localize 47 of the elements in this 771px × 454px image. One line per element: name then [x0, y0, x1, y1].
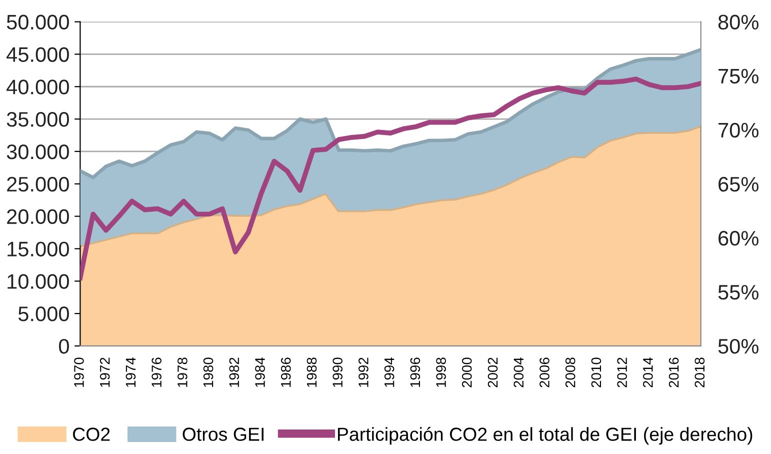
y-tick-label: 20.000 — [7, 209, 69, 224]
x-tick-label: 1976 — [152, 358, 162, 387]
x-tick-label: 1972 — [100, 358, 110, 387]
x-tick-label: 2014 — [643, 357, 653, 388]
line-series — [80, 76, 701, 280]
y2-tick-label: 65% — [718, 176, 758, 192]
x-tick-label: 1988 — [306, 358, 317, 387]
x-tick-label: 2000 — [462, 358, 472, 388]
x-tick-label: 1984 — [255, 357, 265, 387]
x-tick-label: 1970 — [74, 358, 84, 387]
y2-tick-label: 70% — [718, 122, 758, 138]
y-tick-label: 15.000 — [8, 242, 69, 256]
y2-tick-label: 80% — [718, 14, 758, 30]
x-tick-label: 1982 — [229, 358, 240, 387]
x-tick-label: 1996 — [410, 358, 420, 387]
x-tick-label: 1994 — [384, 357, 394, 387]
y-tick-label: 10.000 — [8, 274, 69, 289]
y-tick-label: 40.000 — [6, 80, 69, 94]
x-tick-label: 2010 — [591, 358, 602, 388]
x-tick-label: 2016 — [668, 358, 679, 388]
x-tick-label: 1986 — [280, 358, 291, 387]
y-tick-label: 30.000 — [6, 144, 69, 160]
x-tick-label: 2002 — [488, 358, 498, 388]
y2-tick-label: 60% — [718, 230, 758, 246]
y-tick-label: 25.000 — [7, 176, 69, 192]
x-tick-label: 1980 — [203, 358, 214, 387]
x-tick-label: 2012 — [617, 358, 627, 388]
y2-tick-label: 75% — [718, 68, 758, 84]
y-tick-label: 45.000 — [6, 47, 69, 62]
x-tick-label: 1998 — [436, 358, 446, 387]
y2-tick-label: 55% — [718, 285, 758, 300]
x-tick-label: 1978 — [178, 358, 188, 387]
x-tick-label: 1990 — [332, 358, 343, 387]
legend-label: Otros GEI — [182, 428, 264, 441]
y-tick-label: 50.000 — [6, 14, 69, 30]
x-tick-label: 1992 — [358, 358, 368, 387]
y-tick-label: 5.000 — [18, 306, 69, 322]
x-tick-label: 2018 — [694, 358, 705, 388]
legend-label: Participación CO2 en el total de GEI (eje derecho) — [338, 426, 752, 445]
x-tick-label: 2008 — [565, 358, 576, 388]
legend-label: CO2 — [73, 428, 110, 441]
x-tick-label: 1974 — [126, 357, 136, 387]
y2-tick-label: 50% — [718, 338, 758, 354]
x-tick-label: 2006 — [540, 358, 550, 388]
x-tick-label: 2004 — [514, 357, 524, 388]
y-tick-label: 35.000 — [6, 112, 69, 127]
y-tick-label: 0 — [58, 338, 69, 354]
